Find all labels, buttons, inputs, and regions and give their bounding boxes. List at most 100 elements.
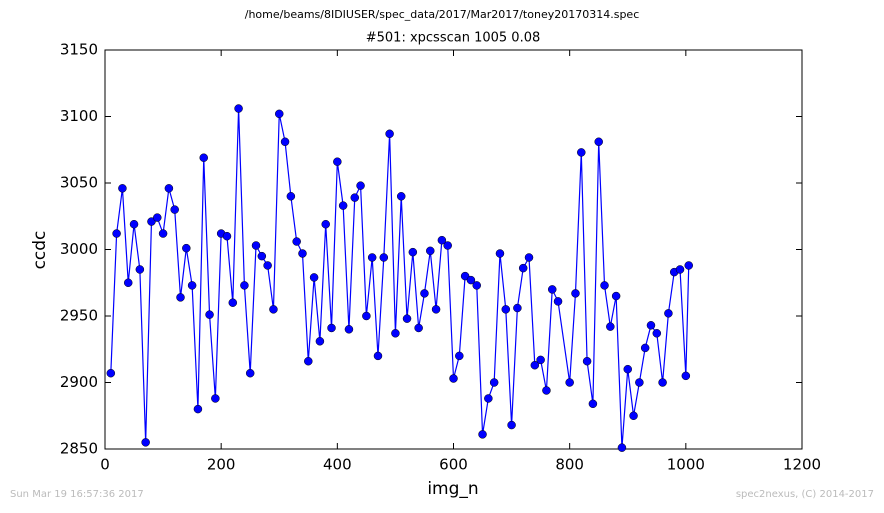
data-point <box>664 309 673 318</box>
data-point <box>606 322 615 331</box>
data-point <box>414 323 423 333</box>
data-point <box>472 281 481 290</box>
data-point <box>489 378 499 387</box>
data-point <box>199 153 208 162</box>
data-point <box>275 109 284 119</box>
data-point <box>338 201 348 210</box>
data-point <box>385 129 394 139</box>
x-tick-label: 200 <box>207 456 236 474</box>
data-point <box>635 378 644 387</box>
x-axis-label: img_n <box>427 479 478 499</box>
data-point <box>182 243 191 253</box>
data-point <box>396 192 406 201</box>
data-point <box>466 275 476 285</box>
data-point <box>129 219 139 229</box>
y-tick-label: 3100 <box>60 107 98 125</box>
data-point <box>402 314 412 323</box>
data-point <box>623 364 632 374</box>
data-point <box>350 193 360 202</box>
data-point <box>484 394 493 403</box>
data-point <box>594 137 603 147</box>
data-point <box>684 261 693 270</box>
x-tick-label: 0 <box>100 456 110 474</box>
data-point <box>646 321 656 330</box>
data-point <box>327 323 336 333</box>
data-point <box>571 289 580 298</box>
y-tick-label: 2850 <box>60 440 98 458</box>
data-point <box>315 337 325 346</box>
y-tick-label: 2900 <box>60 373 98 391</box>
data-point <box>611 291 621 301</box>
data-point <box>455 351 464 361</box>
y-tick-label: 2950 <box>60 307 98 325</box>
data-point <box>298 249 307 258</box>
credit: spec2nexus, (C) 2014-2017 <box>736 489 874 500</box>
data-point <box>118 184 127 193</box>
data-point <box>123 278 133 287</box>
x-tick-label: 600 <box>439 456 468 474</box>
data-point <box>542 386 551 395</box>
data-point <box>193 404 203 414</box>
data-point <box>158 229 168 238</box>
data-point <box>629 411 638 420</box>
data-point <box>367 253 377 262</box>
data-point <box>234 104 243 113</box>
x-tick-label: 1000 <box>667 456 705 474</box>
data-point <box>263 261 272 270</box>
data-point <box>153 213 162 222</box>
x-tick-label: 1200 <box>783 456 821 474</box>
chart-title: #501: xpcsscan 1005 0.08 <box>366 31 541 46</box>
data-point <box>675 265 685 274</box>
data-point <box>640 343 650 353</box>
y-tick-label: 3150 <box>60 41 98 59</box>
data-point <box>292 237 301 246</box>
data-point <box>460 271 470 281</box>
data-point <box>443 241 452 250</box>
data-point <box>530 360 540 370</box>
data-point <box>547 285 557 294</box>
data-point <box>553 297 563 306</box>
data-point <box>356 181 365 190</box>
data-point <box>518 263 528 273</box>
data-point <box>321 219 330 229</box>
data-point <box>304 356 313 366</box>
data-point <box>658 378 667 387</box>
data-point <box>431 305 441 314</box>
y-tick-label: 3000 <box>60 240 98 258</box>
data-point <box>617 443 627 452</box>
data-point <box>257 251 267 261</box>
data-point <box>449 374 458 383</box>
data-point <box>408 247 418 257</box>
data-point <box>170 205 179 214</box>
data-point <box>251 241 261 250</box>
data-point <box>513 303 522 313</box>
y-tick-label: 3050 <box>60 174 98 192</box>
suptitle: /home/beams/8IDIUSER/spec_data/2017/Mar2… <box>245 8 640 21</box>
data-point <box>245 368 255 378</box>
timestamp: Sun Mar 19 16:57:36 2017 <box>10 489 144 500</box>
data-point <box>187 281 197 290</box>
data-point <box>391 329 400 338</box>
x-tick-label: 400 <box>323 456 352 474</box>
data-point <box>135 265 145 274</box>
data-point <box>362 311 371 321</box>
data-point <box>524 253 534 262</box>
data-point <box>280 137 290 147</box>
data-point <box>106 368 116 378</box>
data-point <box>164 184 174 193</box>
data-point <box>437 235 447 245</box>
data-point <box>681 371 691 381</box>
data-point <box>211 394 220 403</box>
data-point <box>309 273 319 282</box>
data-point <box>507 420 516 430</box>
data-point <box>373 351 383 361</box>
data-point <box>420 289 429 298</box>
data-point <box>228 298 238 307</box>
data-point <box>112 229 121 238</box>
data-point <box>426 246 435 256</box>
data-point <box>269 305 278 314</box>
data-point <box>588 399 598 409</box>
data-point <box>582 356 592 366</box>
data-point <box>333 157 342 166</box>
